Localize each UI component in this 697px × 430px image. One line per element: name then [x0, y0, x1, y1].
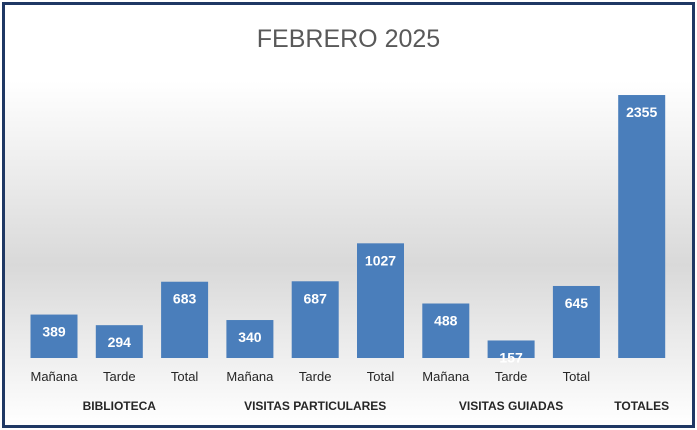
bar-8: [552, 285, 600, 358]
bar-2: [161, 281, 209, 358]
category-label-8: Total: [563, 369, 591, 384]
group-label-3: TOTALES: [614, 399, 669, 413]
bar-value-label-3: 340: [238, 329, 262, 345]
bar-4: [291, 281, 339, 358]
category-label-4: Tarde: [299, 369, 332, 384]
chart-plot: 389 Mañana 294 Tarde 683 Total 340 Mañana 687 Tar…: [30, 95, 669, 413]
category-label-1: Tarde: [103, 369, 136, 384]
chart-title: FEBRERO 2025: [256, 25, 441, 53]
bar-9: [618, 95, 666, 359]
bar-value-label-4: 687: [304, 290, 328, 306]
bar-value-label-2: 683: [173, 291, 197, 307]
category-label-7: Tarde: [495, 369, 528, 384]
bar-value-label-1: 294: [108, 334, 132, 350]
group-label-2: VISITAS GUIADAS: [459, 399, 563, 413]
category-label-0: Mañana: [31, 369, 79, 384]
bar-6: [422, 303, 470, 358]
category-label-2: Total: [171, 369, 199, 384]
bar-value-label-5: 1027: [365, 252, 396, 268]
bar-value-label-8: 645: [565, 295, 589, 311]
category-label-5: Total: [367, 369, 395, 384]
bar-value-label-0: 389: [42, 324, 66, 340]
bar-3: [226, 320, 274, 358]
bar-0: [30, 314, 78, 358]
bar-value-label-9: 2355: [626, 104, 657, 120]
category-label-6: Mañana: [422, 369, 470, 384]
bar-1: [95, 325, 143, 358]
bar-7: [487, 340, 535, 358]
bar-value-label-7: 157: [499, 349, 523, 365]
bar-value-label-6: 488: [434, 313, 458, 329]
category-label-3: Mañana: [226, 369, 274, 384]
bar-5: [357, 243, 404, 358]
group-label-1: VISITAS PARTICULARES: [244, 399, 386, 413]
group-label-0: BIBLIOTECA: [83, 399, 157, 413]
